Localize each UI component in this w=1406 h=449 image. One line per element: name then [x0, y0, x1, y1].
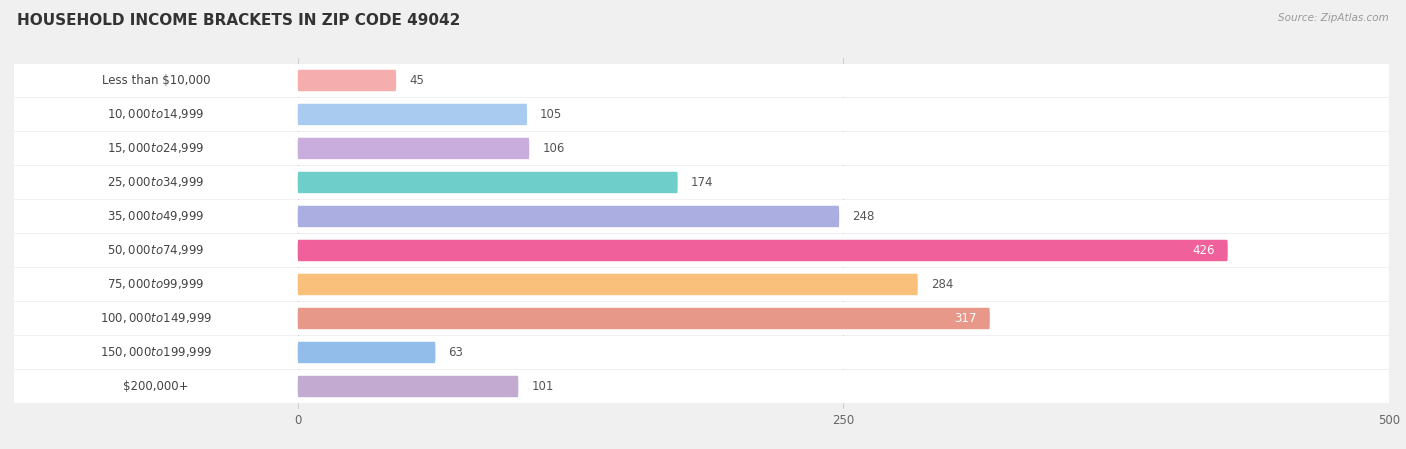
- Text: $75,000 to $99,999: $75,000 to $99,999: [107, 277, 205, 291]
- FancyBboxPatch shape: [18, 104, 294, 125]
- FancyBboxPatch shape: [14, 132, 1389, 165]
- Text: $100,000 to $149,999: $100,000 to $149,999: [100, 312, 212, 326]
- FancyBboxPatch shape: [14, 268, 1389, 301]
- Text: 426: 426: [1192, 244, 1215, 257]
- FancyBboxPatch shape: [298, 376, 519, 397]
- FancyBboxPatch shape: [298, 172, 678, 193]
- Text: $10,000 to $14,999: $10,000 to $14,999: [107, 107, 205, 122]
- Text: $35,000 to $49,999: $35,000 to $49,999: [107, 210, 205, 224]
- FancyBboxPatch shape: [14, 370, 1389, 403]
- FancyBboxPatch shape: [18, 240, 294, 261]
- FancyBboxPatch shape: [298, 104, 527, 125]
- FancyBboxPatch shape: [14, 200, 1389, 233]
- FancyBboxPatch shape: [14, 233, 1389, 267]
- Text: 63: 63: [449, 346, 464, 359]
- Text: Less than $10,000: Less than $10,000: [101, 74, 209, 87]
- Text: 284: 284: [931, 278, 953, 291]
- FancyBboxPatch shape: [18, 206, 294, 227]
- Text: 101: 101: [531, 380, 554, 393]
- Text: 317: 317: [955, 312, 977, 325]
- FancyBboxPatch shape: [18, 70, 294, 91]
- FancyBboxPatch shape: [298, 308, 990, 329]
- FancyBboxPatch shape: [18, 308, 294, 329]
- FancyBboxPatch shape: [18, 172, 294, 193]
- Text: 174: 174: [690, 176, 713, 189]
- FancyBboxPatch shape: [14, 336, 1389, 370]
- Text: 106: 106: [543, 142, 565, 155]
- Text: Source: ZipAtlas.com: Source: ZipAtlas.com: [1278, 13, 1389, 23]
- FancyBboxPatch shape: [298, 206, 839, 227]
- Text: $15,000 to $24,999: $15,000 to $24,999: [107, 141, 205, 155]
- Text: $50,000 to $74,999: $50,000 to $74,999: [107, 243, 205, 257]
- FancyBboxPatch shape: [18, 274, 294, 295]
- FancyBboxPatch shape: [298, 138, 529, 159]
- Text: 45: 45: [409, 74, 425, 87]
- FancyBboxPatch shape: [298, 70, 396, 91]
- FancyBboxPatch shape: [18, 138, 294, 159]
- FancyBboxPatch shape: [14, 64, 1389, 97]
- FancyBboxPatch shape: [14, 302, 1389, 335]
- Text: HOUSEHOLD INCOME BRACKETS IN ZIP CODE 49042: HOUSEHOLD INCOME BRACKETS IN ZIP CODE 49…: [17, 13, 460, 28]
- FancyBboxPatch shape: [298, 274, 918, 295]
- FancyBboxPatch shape: [18, 376, 294, 397]
- FancyBboxPatch shape: [298, 342, 436, 363]
- Text: $150,000 to $199,999: $150,000 to $199,999: [100, 345, 212, 360]
- FancyBboxPatch shape: [18, 342, 294, 363]
- Text: 105: 105: [540, 108, 562, 121]
- Text: $200,000+: $200,000+: [124, 380, 188, 393]
- FancyBboxPatch shape: [298, 240, 1227, 261]
- Text: 248: 248: [852, 210, 875, 223]
- Text: $25,000 to $34,999: $25,000 to $34,999: [107, 176, 205, 189]
- FancyBboxPatch shape: [14, 166, 1389, 199]
- FancyBboxPatch shape: [14, 97, 1389, 131]
